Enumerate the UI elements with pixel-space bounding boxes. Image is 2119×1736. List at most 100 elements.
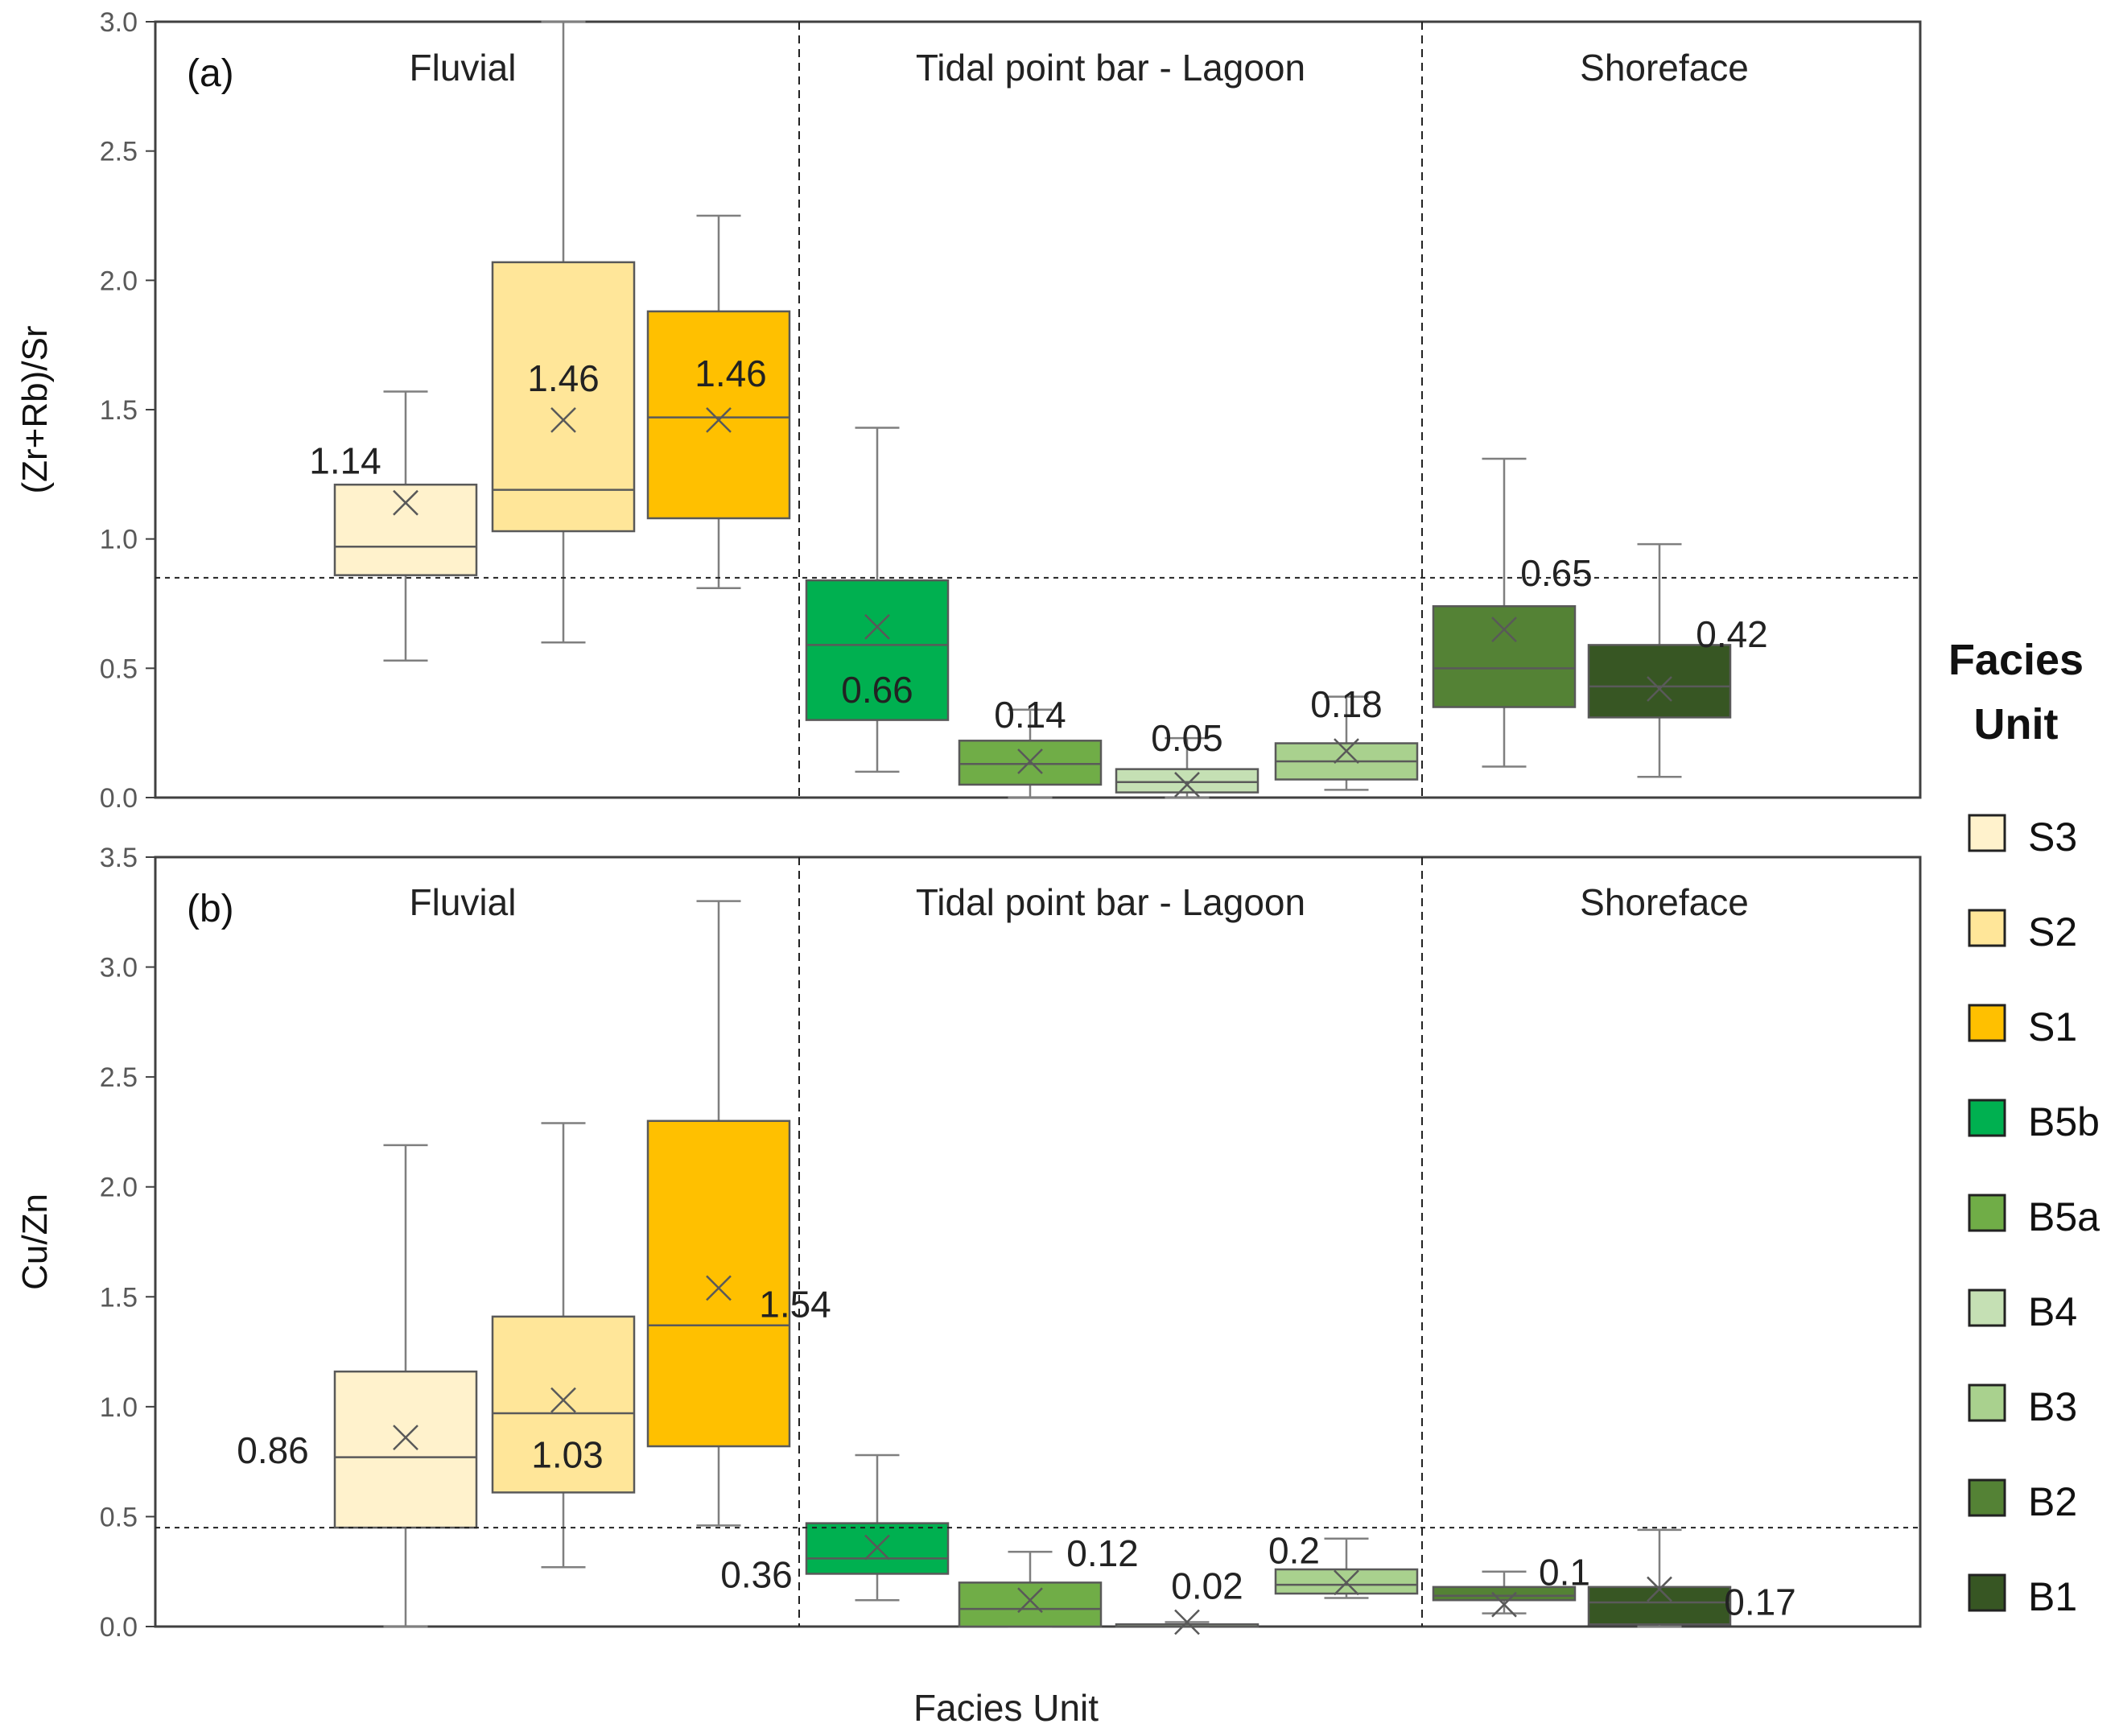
box-body [646, 310, 791, 520]
mean-marker [550, 1387, 576, 1413]
y-tick-label: 0.0 [100, 783, 138, 814]
legend-label: B4 [2028, 1289, 2077, 1334]
mean-value-label: 0.02 [1171, 1565, 1243, 1607]
mean-value-label: 1.14 [309, 440, 381, 482]
mean-value-label: 0.66 [841, 669, 913, 711]
box-B1: 0.17 [1587, 1528, 1796, 1628]
panel-a: 0.0 0.5 1.0 1.5 2.0 2.5 3.0 (Zr+Rb)/Sr (a) Fluvia… [15, 7, 1922, 814]
box-B3: 0.2 [1268, 1529, 1419, 1599]
legend-swatch [1968, 1004, 2006, 1042]
legend-swatch [1968, 1194, 2006, 1232]
mean-value-label: 0.1 [1539, 1552, 1590, 1594]
legend-title: Unit [1974, 700, 2059, 748]
mean-value-label: 0.18 [1310, 683, 1383, 725]
mean-value-label: 0.14 [994, 694, 1066, 736]
box-S2: 1.03 [491, 1122, 636, 1569]
box-S1: 1.46 [646, 214, 791, 589]
section-title: Tidal point bar - Lagoon [916, 47, 1305, 89]
mean-marker [1174, 1609, 1200, 1635]
panel-b: 0.0 0.5 1.0 1.5 2.0 2.5 3.0 3.5 Cu/Zn (b) Fluvial T… [15, 843, 1922, 1643]
y-tick-label: 2.5 [100, 1062, 138, 1093]
legend-swatch [1968, 1289, 2006, 1327]
box-body [1432, 1585, 1577, 1602]
box-body [805, 579, 950, 721]
mean-value-label: 0.36 [720, 1554, 793, 1596]
mean-value-label: 0.17 [1724, 1581, 1796, 1623]
legend-swatch [1968, 814, 2006, 852]
legend-label: S1 [2028, 1004, 2077, 1049]
mean-marker [1334, 1569, 1359, 1596]
legend-label: B1 [2028, 1574, 2077, 1619]
panel-tag: (a) [187, 52, 234, 95]
mean-value-label: 1.03 [531, 1434, 604, 1476]
y-tick-label: 0.5 [100, 654, 138, 684]
legend-swatch [1968, 909, 2006, 947]
legend-label: S3 [2028, 814, 2077, 860]
legend-title: Facies [1948, 636, 2084, 684]
mean-marker [864, 614, 890, 640]
box-B5b: 0.66 [805, 427, 950, 773]
legend-item-S1: S1 [1968, 1004, 2077, 1049]
legend-item-S3: S3 [1968, 814, 2077, 860]
box-body [646, 1120, 791, 1448]
box-body [1587, 1585, 1732, 1626]
y-tick-label: 0.5 [100, 1502, 138, 1532]
mean-marker [1017, 748, 1043, 774]
mean-marker [550, 406, 576, 433]
box-B5a: 0.12 [958, 1532, 1139, 1628]
box-body [1587, 644, 1732, 719]
mean-marker [393, 1425, 418, 1450]
y-tick-label: 3.0 [100, 953, 138, 983]
box-S3: 0.86 [237, 1144, 478, 1628]
box-body [1115, 768, 1259, 794]
mean-marker [393, 489, 418, 516]
legend-item-S2: S2 [1968, 909, 2077, 955]
mean-marker [1174, 772, 1200, 798]
section-title: Shoreface [1580, 881, 1749, 923]
legend-swatch [1968, 1383, 2006, 1422]
legend-swatch [1968, 1099, 2006, 1137]
mean-value-label: 1.54 [759, 1283, 831, 1325]
legend-item-B3: B3 [1968, 1383, 2077, 1429]
legend-label: B2 [2028, 1479, 2077, 1524]
section-title: Shoreface [1580, 47, 1749, 89]
y-axis-label: Cu/Zn [15, 1194, 55, 1290]
mean-value-label: 0.2 [1268, 1529, 1320, 1571]
mean-value-label: 0.42 [1696, 613, 1768, 655]
legend: Facies Unit S3 S2 S1 B5b B5a B4 B3 B2 B1 [1948, 636, 2100, 1619]
mean-value-label: 1.46 [527, 357, 600, 399]
legend-label: B3 [2028, 1384, 2077, 1429]
mean-marker [706, 1275, 732, 1301]
box-S3: 1.14 [309, 390, 478, 662]
mean-value-label: 0.12 [1066, 1532, 1139, 1574]
legend-swatch [1968, 1478, 2006, 1517]
box-B5a: 0.14 [958, 694, 1103, 799]
box-B1: 0.42 [1587, 542, 1768, 778]
legend-label: B5b [2028, 1099, 2100, 1144]
box-body [1432, 604, 1577, 708]
mean-marker [1647, 676, 1672, 702]
y-tick-label: 3.0 [100, 7, 138, 38]
box-B2: 0.1 [1432, 1552, 1590, 1618]
box-body [491, 1315, 636, 1494]
y-tick-label: 3.5 [100, 843, 138, 873]
section-title: Fluvial [410, 47, 517, 89]
mean-marker [1334, 738, 1359, 765]
mean-marker [1491, 1591, 1517, 1618]
mean-value-label: 0.65 [1520, 552, 1593, 594]
mean-marker [1647, 1576, 1672, 1602]
y-axis-label: (Zr+Rb)/Sr [15, 326, 55, 494]
legend-label: B5a [2028, 1194, 2100, 1239]
y-tick-label: 2.0 [100, 1173, 138, 1203]
mean-value-label: 0.86 [237, 1429, 309, 1471]
box-S2: 1.46 [491, 20, 636, 644]
box-B3: 0.18 [1274, 683, 1419, 791]
y-tick-label: 1.5 [100, 395, 138, 426]
box-body [958, 1581, 1103, 1628]
box-body [491, 261, 636, 533]
section-title: Tidal point bar - Lagoon [916, 881, 1305, 923]
mean-value-label: 1.46 [695, 353, 767, 394]
y-tick-label: 2.5 [100, 137, 138, 167]
y-tick-label: 1.0 [100, 1392, 138, 1423]
